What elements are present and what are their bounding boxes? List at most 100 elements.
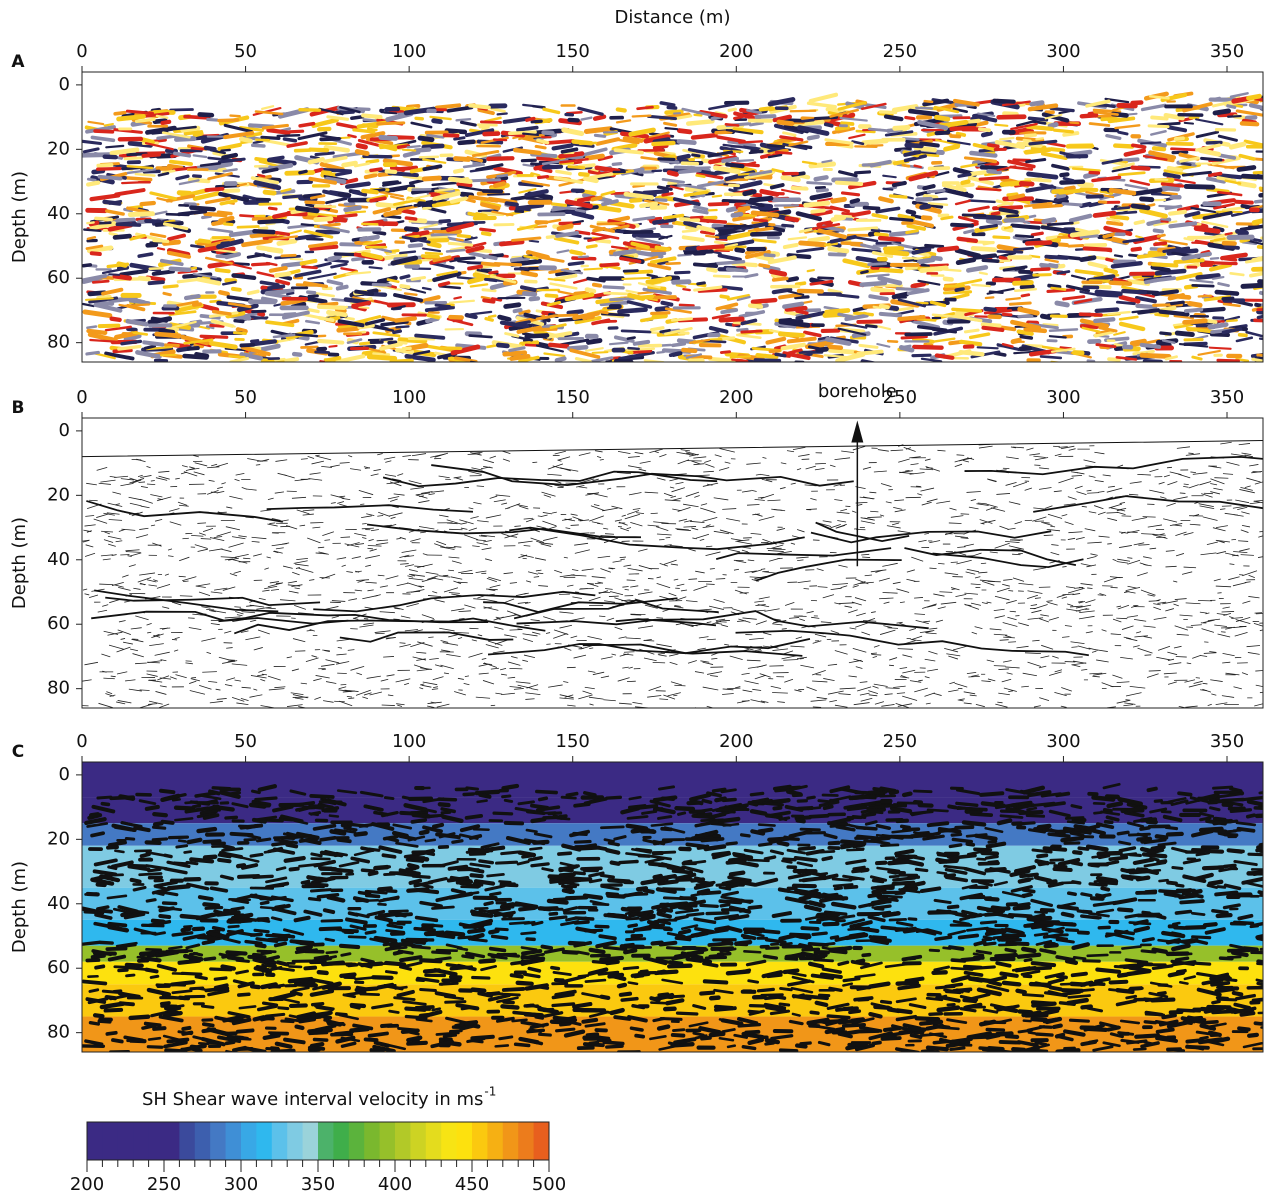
- dash: [373, 469, 381, 472]
- dash: [719, 448, 735, 453]
- dash: [999, 639, 1009, 641]
- reflection: [434, 303, 451, 308]
- reflection: [978, 271, 988, 276]
- dash: [589, 647, 594, 650]
- dash: [1071, 646, 1078, 648]
- reflection: [714, 260, 746, 266]
- reflection: [856, 349, 884, 356]
- reflection: [86, 325, 98, 330]
- dash: [82, 539, 90, 542]
- reflection: [467, 276, 484, 285]
- reflection: [216, 238, 244, 250]
- reflection: [719, 294, 730, 300]
- dash: [1206, 541, 1218, 545]
- dash: [883, 601, 890, 604]
- dash: [1107, 485, 1115, 488]
- dash: [377, 574, 385, 577]
- reflection: [1183, 307, 1204, 314]
- reflection: [583, 267, 603, 271]
- dash: [1051, 544, 1059, 546]
- reflection: [954, 199, 971, 206]
- dash: [1157, 601, 1167, 604]
- dash: [834, 650, 848, 655]
- reflection: [753, 358, 782, 362]
- dash: [647, 695, 662, 698]
- reflection: [583, 172, 614, 181]
- dash: [747, 504, 760, 506]
- dash: [690, 624, 703, 627]
- dash: [235, 472, 245, 476]
- reflection: [960, 179, 971, 186]
- reflection: [82, 302, 95, 308]
- dash: [1086, 489, 1092, 492]
- reflection: [767, 97, 796, 107]
- dash: [350, 666, 365, 671]
- reflection: [520, 270, 539, 278]
- dash: [1033, 567, 1047, 571]
- reflection: [1206, 176, 1226, 184]
- dash: [614, 597, 629, 603]
- reflection: [1019, 284, 1035, 290]
- dash: [895, 702, 910, 708]
- reflection: [464, 312, 478, 320]
- reflection: [574, 208, 587, 213]
- reflection: [1002, 111, 1019, 117]
- reflection: [571, 139, 594, 146]
- reflection: [486, 156, 515, 162]
- reflection: [114, 188, 146, 197]
- dash: [790, 542, 796, 545]
- reflection: [669, 185, 684, 191]
- dash: [902, 669, 916, 674]
- dash: [940, 601, 957, 605]
- reflection: [362, 239, 383, 246]
- dash: [1080, 563, 1092, 567]
- dash: [348, 697, 355, 699]
- dash: [840, 508, 848, 512]
- reflection: [795, 313, 804, 317]
- dash: [868, 694, 878, 697]
- reflection: [1071, 167, 1101, 172]
- reflection: [627, 292, 646, 301]
- dash: [451, 593, 462, 597]
- dash: [630, 521, 643, 527]
- dash: [338, 686, 347, 690]
- reflection: [722, 143, 747, 149]
- reflection: [877, 275, 903, 286]
- reflection: [626, 300, 653, 309]
- dash: [796, 556, 809, 559]
- dash: [993, 633, 1008, 636]
- reflection: [940, 215, 954, 221]
- reflection: [205, 237, 235, 249]
- reflection: [836, 126, 856, 134]
- dash: [675, 596, 687, 601]
- reflection: [1139, 196, 1155, 203]
- dash: [1018, 582, 1034, 586]
- dash: [902, 695, 918, 701]
- dash: [1211, 693, 1217, 696]
- reflection: [992, 235, 1011, 240]
- reflection: [571, 256, 597, 261]
- reflection: [393, 293, 424, 303]
- dash: [158, 470, 170, 473]
- reflection: [794, 295, 810, 300]
- reflection: [86, 177, 97, 182]
- dash: [331, 615, 339, 619]
- reflection: [518, 181, 544, 188]
- reflection: [1139, 352, 1172, 359]
- reflection: [530, 162, 550, 167]
- dash: [597, 522, 604, 525]
- reflection: [338, 203, 369, 209]
- dash: [691, 527, 699, 531]
- reflection: [286, 291, 295, 296]
- dash: [554, 450, 566, 455]
- dash: [106, 691, 113, 695]
- reflection: [304, 200, 326, 205]
- dash: [1242, 600, 1251, 604]
- reflection: [87, 332, 118, 343]
- dash: [294, 697, 304, 700]
- dash: [1060, 445, 1075, 450]
- dash: [852, 647, 867, 653]
- reflection: [251, 143, 266, 148]
- dash: [621, 599, 631, 602]
- reflection: [871, 213, 889, 220]
